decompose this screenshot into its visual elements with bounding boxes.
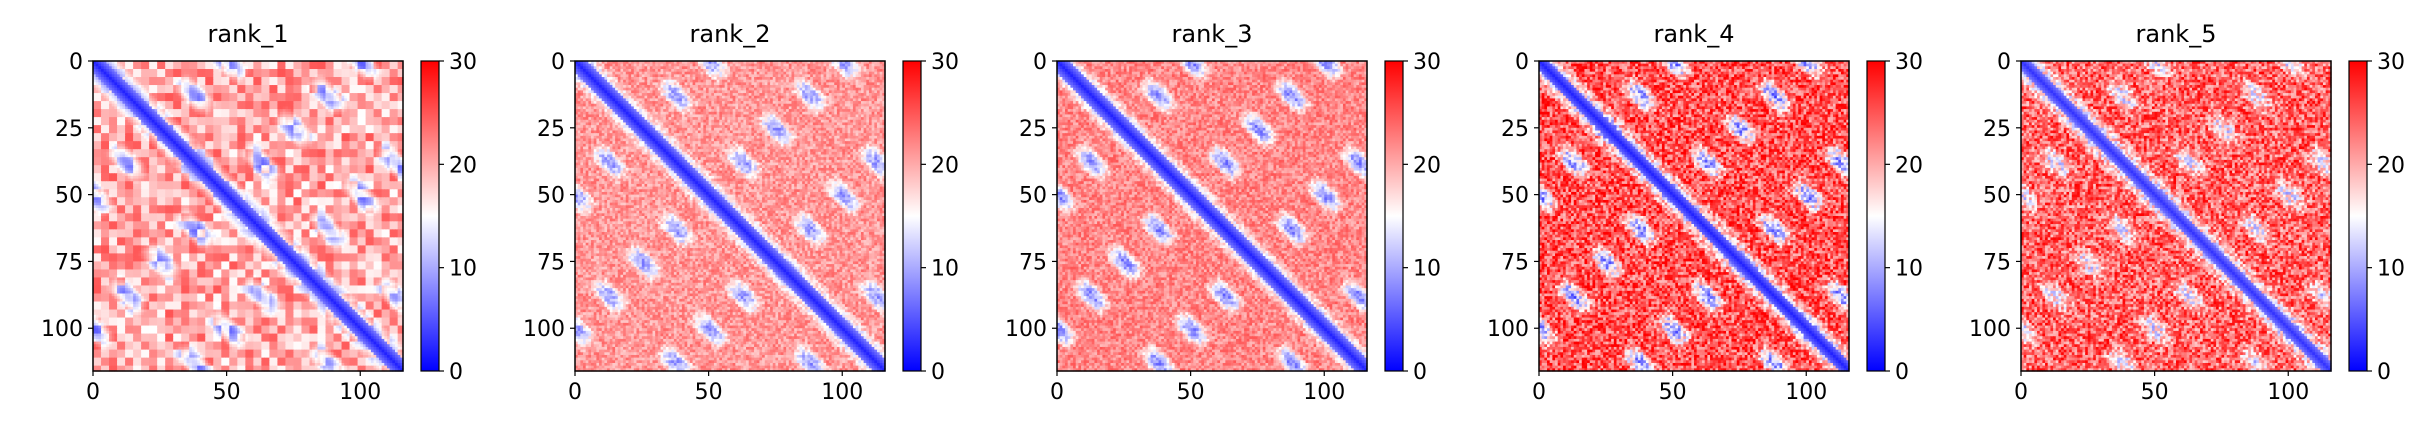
heatmap-cells bbox=[93, 61, 404, 372]
panel-title: rank_1 bbox=[208, 20, 289, 48]
